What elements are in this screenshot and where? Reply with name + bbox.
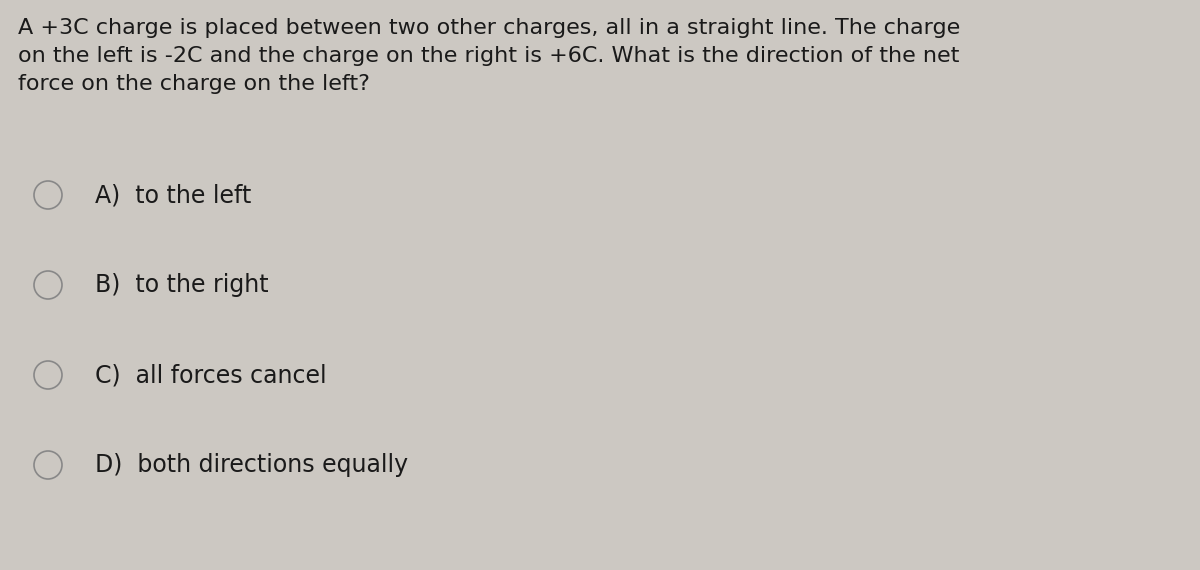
- Text: A)  to the left: A) to the left: [95, 183, 251, 207]
- Text: A +3C charge is placed between two other charges, all in a straight line. The ch: A +3C charge is placed between two other…: [18, 18, 960, 94]
- Text: D)  both directions equally: D) both directions equally: [95, 453, 408, 477]
- Text: B)  to the right: B) to the right: [95, 273, 269, 297]
- Text: C)  all forces cancel: C) all forces cancel: [95, 363, 326, 387]
